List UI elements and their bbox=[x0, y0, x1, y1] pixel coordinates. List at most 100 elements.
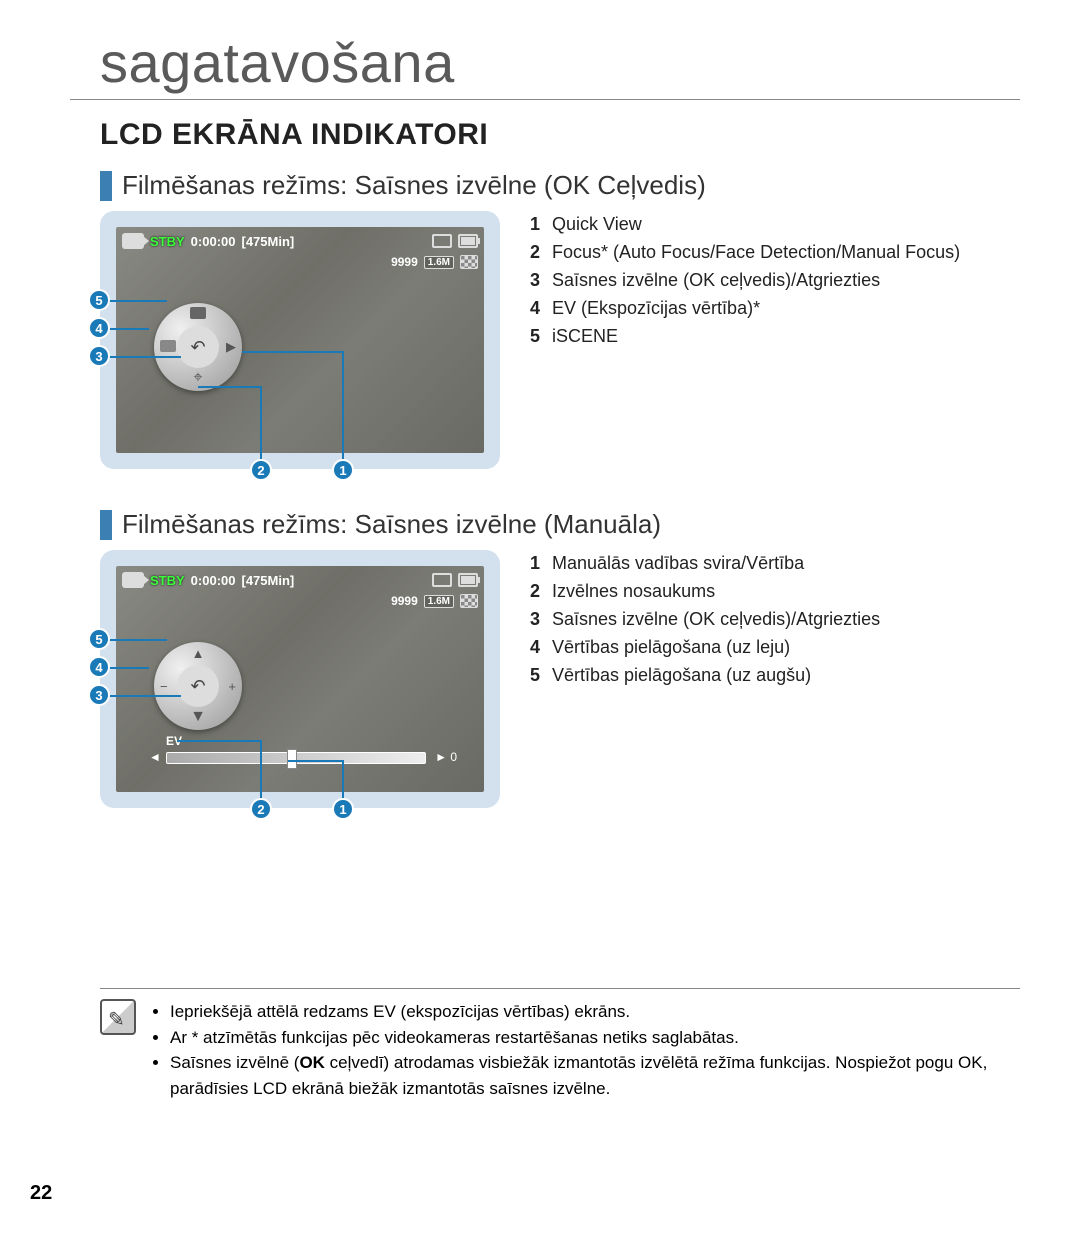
legend-text: EV (Ekspozīcijas vērtība)* bbox=[552, 295, 760, 323]
callout-5: 5 bbox=[88, 628, 110, 650]
ok-bold: OK bbox=[299, 1053, 325, 1072]
callouts-left-1: 5 4 3 bbox=[88, 289, 110, 367]
wheel-left-icon bbox=[160, 340, 176, 355]
subheading-1: Filmēšanas režīms: Saīsnes izvēlne (OK C… bbox=[100, 170, 1020, 201]
line-1v bbox=[342, 351, 344, 466]
card-icon bbox=[432, 234, 452, 248]
remain-label: [475Min] bbox=[241, 234, 294, 249]
legend-num: 1 bbox=[530, 550, 552, 578]
line-2h2 bbox=[177, 740, 260, 742]
wheel-top-icon: ▲ bbox=[192, 646, 205, 661]
status-right bbox=[432, 234, 478, 248]
legend-text: Izvēlnes nosaukums bbox=[552, 578, 715, 606]
line-2v bbox=[260, 386, 262, 466]
legend-num: 3 bbox=[530, 606, 552, 634]
ev-slider bbox=[166, 752, 426, 764]
legend-row: 4EV (Ekspozīcijas vērtība)* bbox=[530, 295, 1020, 323]
quality-icon bbox=[460, 255, 478, 269]
callout-4: 4 bbox=[88, 656, 110, 678]
line-1h bbox=[242, 351, 342, 353]
line-3 bbox=[99, 695, 181, 697]
lcd-frame-2: STBY 0:00:00 [475Min] 9999 1.6M ▲ − + ▼ … bbox=[100, 550, 500, 808]
stby-label: STBY bbox=[150, 573, 185, 588]
res-badge: 1.6M bbox=[424, 595, 454, 608]
legend-row: 2Izvēlnes nosaukums bbox=[530, 578, 1020, 606]
legend-num: 5 bbox=[530, 662, 552, 690]
lcd-frame-1: STBY 0:00:00 [475Min] 9999 1.6M ▶ ⌖ ↶ bbox=[100, 211, 500, 469]
legend-num: 2 bbox=[530, 578, 552, 606]
wheel-top-icon bbox=[190, 307, 206, 322]
callout-2: 2 bbox=[250, 459, 272, 481]
second-row: 9999 1.6M bbox=[391, 255, 478, 269]
wheel-right-icon: ▶ bbox=[226, 339, 236, 355]
status-right bbox=[432, 573, 478, 587]
legend-text: iSCENE bbox=[552, 323, 618, 351]
legend-num: 5 bbox=[530, 323, 552, 351]
callout-1: 1 bbox=[332, 798, 354, 820]
note-item: Ar * atzīmētās funkcijas pēc videokamera… bbox=[170, 1025, 1020, 1051]
count-label: 9999 bbox=[391, 255, 418, 269]
legend-num: 4 bbox=[530, 634, 552, 662]
legend-text: Vērtības pielāgošana (uz leju) bbox=[552, 634, 790, 662]
legend-2: 1Manuālās vadības svira/Vērtība2Izvēlnes… bbox=[500, 550, 1020, 689]
legend-text: Quick View bbox=[552, 211, 642, 239]
callout-5: 5 bbox=[88, 289, 110, 311]
camera-icon bbox=[122, 572, 144, 588]
wheel-left-icon: − bbox=[160, 679, 168, 694]
legend-num: 1 bbox=[530, 211, 552, 239]
subheading-1-text: Filmēšanas režīms: Saīsnes izvēlne (OK C… bbox=[122, 170, 706, 201]
callouts-left-2: 5 4 3 bbox=[88, 628, 110, 706]
wheel-bottom-icon: ⌖ bbox=[193, 369, 202, 387]
legend-text: Focus* (Auto Focus/Face Detection/Manual… bbox=[552, 239, 960, 267]
callout-4: 4 bbox=[88, 317, 110, 339]
wheel-center-icon: ↶ bbox=[177, 665, 219, 707]
card-icon bbox=[432, 573, 452, 587]
callouts-bottom-2: 2 1 bbox=[250, 798, 354, 820]
battery-icon bbox=[458, 573, 478, 587]
content-row-2: STBY 0:00:00 [475Min] 9999 1.6M ▲ − + ▼ … bbox=[100, 550, 1020, 808]
wheel-right-icon: + bbox=[228, 679, 236, 694]
line-2h bbox=[198, 386, 260, 388]
legend-text: Saīsnes izvēlne (OK ceļvedis)/Atgrieztie… bbox=[552, 606, 880, 634]
time-label: 0:00:00 bbox=[191, 234, 236, 249]
count-label: 9999 bbox=[391, 594, 418, 608]
wheel-bottom-icon: ▼ bbox=[190, 708, 206, 726]
callout-3: 3 bbox=[88, 684, 110, 706]
legend-row: 1Manuālās vadības svira/Vērtība bbox=[530, 550, 1020, 578]
camera-icon bbox=[122, 233, 144, 249]
legend-text: Saīsnes izvēlne (OK ceļvedis)/Atgrieztie… bbox=[552, 267, 880, 295]
page-title: sagatavošana bbox=[0, 0, 1080, 99]
legend-row: 5iSCENE bbox=[530, 323, 1020, 351]
wheel-center-icon: ↶ bbox=[177, 326, 219, 368]
legend-num: 4 bbox=[530, 295, 552, 323]
content-row-1: STBY 0:00:00 [475Min] 9999 1.6M ▶ ⌖ ↶ bbox=[100, 211, 1020, 469]
res-badge: 1.6M bbox=[424, 256, 454, 269]
control-wheel: ▲ − + ▼ ↶ bbox=[154, 642, 242, 730]
subheading-2: Filmēšanas režīms: Saīsnes izvēlne (Manu… bbox=[100, 509, 1020, 540]
remain-label: [475Min] bbox=[241, 573, 294, 588]
legend-text: Manuālās vadības svira/Vērtība bbox=[552, 550, 804, 578]
heading-bar bbox=[100, 510, 112, 540]
status-row: STBY 0:00:00 [475Min] bbox=[122, 233, 478, 249]
note-item: Saīsnes izvēlnē (OK ceļvedī) atrodamas v… bbox=[170, 1050, 1020, 1101]
legend-num: 3 bbox=[530, 267, 552, 295]
time-label: 0:00:00 bbox=[191, 573, 236, 588]
status-row: STBY 0:00:00 [475Min] bbox=[122, 572, 478, 588]
page-number: 22 bbox=[30, 1182, 52, 1205]
lcd-screen-2: STBY 0:00:00 [475Min] 9999 1.6M ▲ − + ▼ … bbox=[116, 566, 484, 792]
callout-1: 1 bbox=[332, 459, 354, 481]
callouts-bottom-1: 2 1 bbox=[250, 459, 354, 481]
subheading-2-text: Filmēšanas režīms: Saīsnes izvēlne (Manu… bbox=[122, 509, 661, 540]
legend-num: 2 bbox=[530, 239, 552, 267]
control-wheel: ▶ ⌖ ↶ bbox=[154, 303, 242, 391]
legend-row: 4Vērtības pielāgošana (uz leju) bbox=[530, 634, 1020, 662]
callout-2: 2 bbox=[250, 798, 272, 820]
lcd-screen-1: STBY 0:00:00 [475Min] 9999 1.6M ▶ ⌖ ↶ bbox=[116, 227, 484, 453]
battery-icon bbox=[458, 234, 478, 248]
quality-icon bbox=[460, 594, 478, 608]
legend-1: 1Quick View2Focus* (Auto Focus/Face Dete… bbox=[500, 211, 1020, 350]
section-title: LCD EKRĀNA INDIKATORI bbox=[0, 112, 1080, 170]
legend-row: 5Vērtības pielāgošana (uz augšu) bbox=[530, 662, 1020, 690]
line-2v bbox=[260, 740, 262, 805]
line-1h bbox=[288, 760, 342, 762]
